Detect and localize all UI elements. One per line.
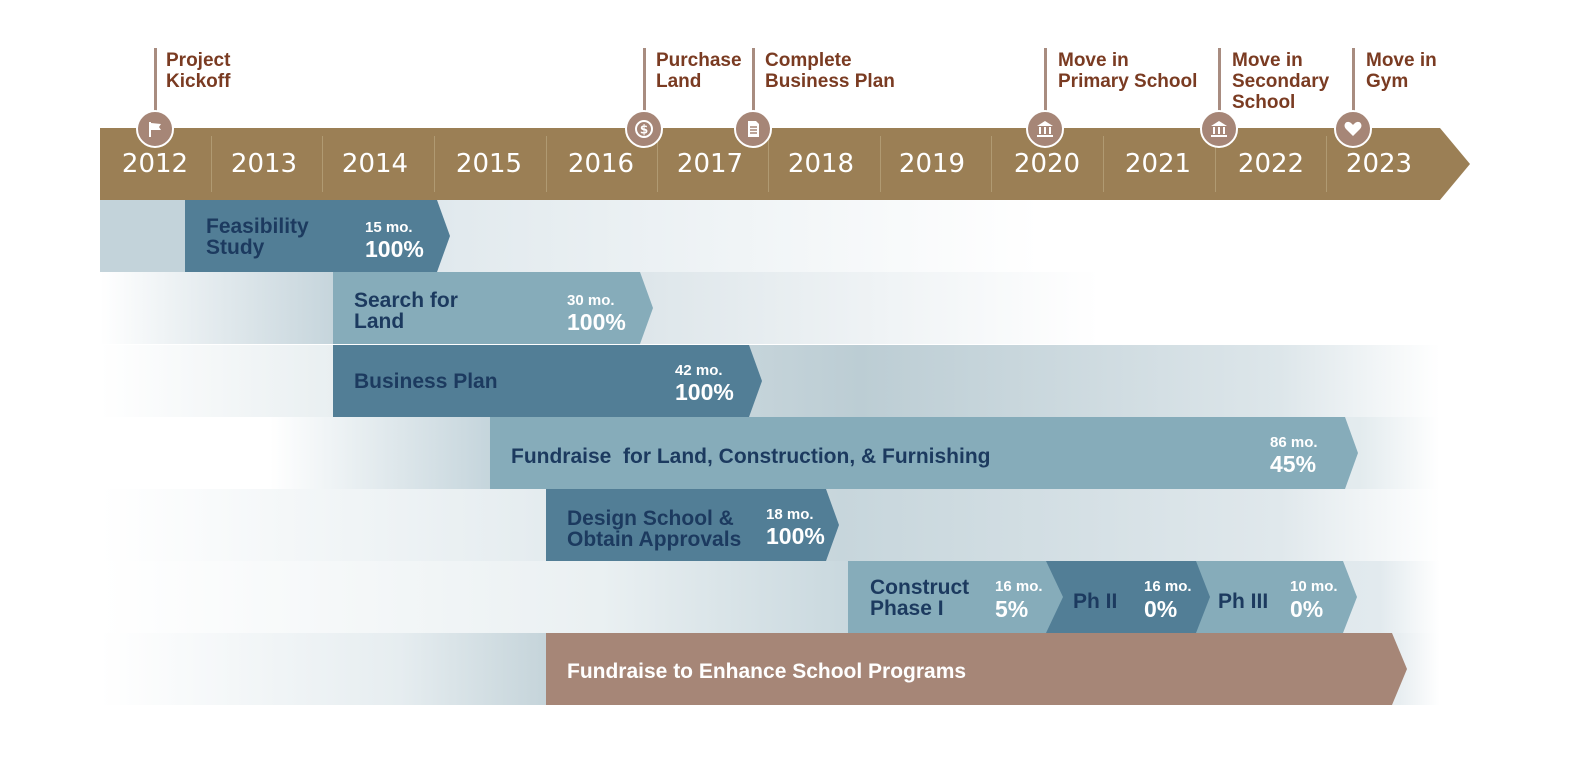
milestone-label-secondary-school: Move in Secondary School [1232, 50, 1330, 113]
year-divider [768, 136, 769, 192]
task-bar-business-plan: Business Plan 42 mo. 100% [333, 345, 762, 417]
task-percent: 100% [675, 379, 734, 405]
task-duration: 30 mo. [567, 292, 615, 309]
dollar-coin-icon: $ [625, 110, 663, 148]
year-label: 2020 [1013, 149, 1081, 179]
year-label: 2013 [230, 149, 298, 179]
task-duration: 18 mo. [766, 506, 814, 523]
milestone-line [752, 48, 755, 130]
year-divider [880, 136, 881, 192]
task-percent: 100% [365, 236, 424, 262]
task-percent: 0% [1144, 596, 1178, 622]
year-divider [991, 136, 992, 192]
task-bar-feasibility-study: Feasibility Study 15 mo. 100% [185, 200, 450, 272]
task-bar-fundraise-land-construction: Fundraise for Land, Construction, & Furn… [490, 417, 1358, 489]
milestone-label-business-plan: Complete Business Plan [765, 50, 895, 92]
task-duration: 16 mo. [1144, 578, 1192, 595]
row-background [100, 345, 1440, 417]
year-label: 2016 [567, 149, 635, 179]
year-divider [546, 136, 547, 192]
task-duration: 42 mo. [675, 362, 723, 379]
task-label: Fundraise to Enhance School Programs [567, 660, 967, 683]
milestone-line [1044, 48, 1047, 130]
task-label: Feasibility Study [206, 215, 309, 259]
year-label: 2019 [898, 149, 966, 179]
task-label: Business Plan [354, 370, 498, 393]
milestone-label-primary-school: Move in Primary School [1058, 50, 1198, 92]
task-label: Ph III [1218, 590, 1269, 613]
task-label: Ph II [1073, 590, 1118, 613]
year-label: 2014 [341, 149, 409, 179]
task-bar-search-for-land: Search for Land 30 mo. 100% [333, 272, 653, 344]
task-percent: 100% [766, 523, 825, 549]
year-label: 2021 [1124, 149, 1192, 179]
year-divider [211, 136, 212, 192]
year-divider [322, 136, 323, 192]
task-percent: 45% [1270, 451, 1317, 477]
year-label: 2018 [787, 149, 855, 179]
year-divider [434, 136, 435, 192]
building-columns-icon [1026, 110, 1064, 148]
task-bar-fundraise-programs: Fundraise to Enhance School Programs [546, 633, 1407, 705]
task-percent: 5% [995, 596, 1029, 622]
milestone-line [154, 48, 157, 130]
flag-icon [136, 110, 174, 148]
task-label: Fundraise for Land, Construction, & Furn… [511, 445, 991, 468]
heart-icon [1334, 110, 1372, 148]
year-divider [1326, 136, 1327, 192]
task-bar-phase-3: Ph III 10 mo. 0% [1196, 561, 1357, 633]
year-label: 2022 [1237, 149, 1305, 179]
task-bar-design-school: Design School & Obtain Approvals 18 mo. … [546, 489, 839, 561]
task-duration: 10 mo. [1290, 578, 1338, 595]
year-label: 2023 [1345, 149, 1413, 179]
task-duration: 15 mo. [365, 219, 413, 236]
year-axis-banner: 2012 2013 2014 2015 2016 2017 2018 2019 … [100, 128, 1470, 200]
milestone-label-gym: Move in Gym [1366, 50, 1437, 92]
year-divider [1215, 136, 1216, 192]
task-label: Construct Phase I [870, 576, 970, 620]
year-divider [1103, 136, 1104, 192]
milestone-line [1352, 48, 1355, 130]
milestone-line [643, 48, 646, 130]
document-icon [734, 110, 772, 148]
task-label: Search for Land [354, 289, 458, 333]
task-label: Design School & Obtain Approvals [567, 507, 742, 551]
milestone-label-purchase-land: Purchase Land [656, 50, 742, 92]
task-bar-construct-phase-1: Construct Phase I 16 mo. 5% [848, 561, 1063, 633]
year-label: 2017 [676, 149, 744, 179]
task-percent: 100% [567, 309, 626, 335]
building-columns-icon [1200, 110, 1238, 148]
task-duration: 86 mo. [1270, 434, 1318, 451]
milestone-label-kickoff: Project Kickoff [166, 50, 231, 92]
svg-text:$: $ [640, 123, 648, 137]
milestone-line [1218, 48, 1221, 130]
year-divider [657, 136, 658, 192]
year-label: 2015 [455, 149, 523, 179]
task-bar-phase-2: Ph II 16 mo. 0% [1046, 561, 1210, 633]
task-percent: 0% [1290, 596, 1324, 622]
year-label: 2012 [121, 149, 189, 179]
task-duration: 16 mo. [995, 578, 1043, 595]
